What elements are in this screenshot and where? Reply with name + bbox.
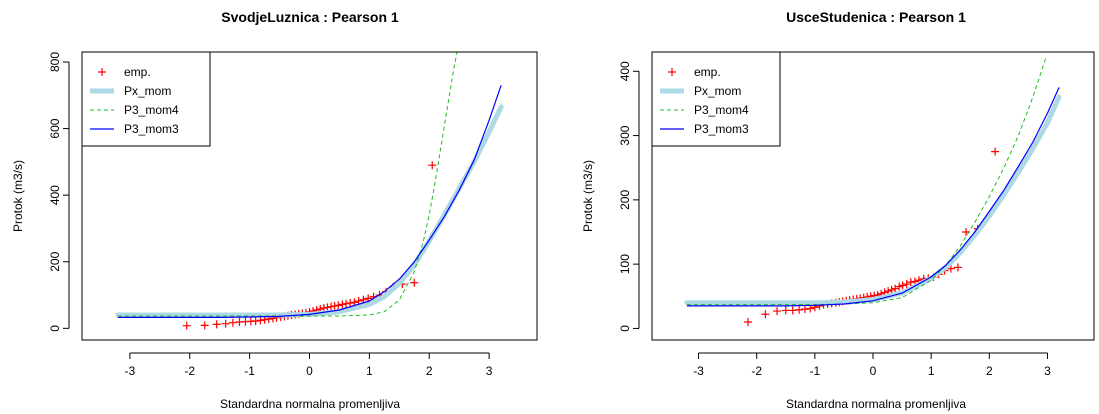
legend-box bbox=[81, 51, 211, 147]
legend-label: P3_mom4 bbox=[694, 103, 749, 117]
data-point bbox=[761, 310, 770, 319]
plot-frame bbox=[81, 51, 538, 341]
legend-symbol bbox=[668, 68, 676, 76]
data-point bbox=[212, 320, 221, 329]
data-point bbox=[946, 264, 955, 273]
y-axis-label: Protok (m3/s) bbox=[581, 160, 595, 232]
data-point bbox=[334, 301, 343, 310]
x-tick-label: -1 bbox=[810, 364, 821, 378]
data-point bbox=[221, 319, 230, 328]
data-point bbox=[251, 317, 260, 326]
x-tick-label: 3 bbox=[1044, 364, 1051, 378]
y-tick-label: 0 bbox=[48, 325, 62, 332]
data-point bbox=[898, 281, 907, 290]
data-point bbox=[256, 316, 265, 325]
y-tick-label: 400 bbox=[48, 185, 62, 205]
chart-panel-2: UsceStudenica : Pearson 1 -3 -2 -1 0 1 2 3 0 100… bbox=[581, 9, 1095, 411]
data-point bbox=[228, 318, 237, 327]
x-tick-label: 2 bbox=[426, 364, 433, 378]
x-tick-label: -1 bbox=[244, 364, 255, 378]
data-point bbox=[346, 299, 355, 308]
x-tick-label: 3 bbox=[486, 364, 493, 378]
x-tick-label: 1 bbox=[928, 364, 935, 378]
x-tick-label: 0 bbox=[870, 364, 877, 378]
x-tick-label: -3 bbox=[125, 364, 136, 378]
y-tick-label: 100 bbox=[618, 254, 632, 274]
data-point bbox=[323, 303, 332, 312]
data-point bbox=[891, 284, 900, 293]
data-point bbox=[342, 299, 351, 308]
legend-symbol bbox=[98, 68, 106, 76]
data-point bbox=[906, 278, 915, 287]
data-point bbox=[743, 318, 752, 326]
chart-title: UsceStudenica : Pearson 1 bbox=[786, 9, 966, 25]
data-point bbox=[200, 321, 209, 330]
data-point bbox=[991, 147, 1000, 156]
legend-box bbox=[651, 51, 781, 147]
data-point bbox=[887, 285, 896, 294]
y-tick-label: 800 bbox=[48, 52, 62, 72]
series-line bbox=[117, 85, 502, 318]
data-point bbox=[902, 280, 911, 289]
plot-frame bbox=[651, 51, 1095, 341]
x-tick-label: 1 bbox=[366, 364, 373, 378]
legend-label: emp. bbox=[694, 65, 721, 79]
data-point bbox=[781, 306, 790, 315]
legend-label: P3_mom3 bbox=[124, 122, 179, 136]
data-point bbox=[410, 278, 419, 287]
y-tick-label: 200 bbox=[618, 190, 632, 210]
data-point bbox=[327, 302, 336, 311]
x-tick-label: 2 bbox=[986, 364, 993, 378]
plot-area: -3 -2 -1 0 1 2 3 0 200 400 600 800 emp. Px_mom P3_mom4… bbox=[48, 51, 538, 378]
y-tick-label: 400 bbox=[618, 61, 632, 81]
data-point bbox=[428, 161, 437, 170]
data-point bbox=[182, 321, 191, 330]
x-tick-label: -2 bbox=[184, 364, 195, 378]
x-axis-label: Standardna normalna promenljiva bbox=[220, 397, 400, 411]
x-tick-label: 0 bbox=[306, 364, 313, 378]
data-point bbox=[895, 282, 904, 291]
legend-label: Px_mom bbox=[124, 84, 171, 98]
y-tick-label: 0 bbox=[618, 325, 632, 332]
chart-panel-1: SvodjeLuznica : Pearson 1 -3 -2 -1 0 1 2 3 0 200… bbox=[11, 9, 538, 411]
data-point bbox=[800, 305, 809, 314]
data-point bbox=[795, 305, 804, 314]
chart-title: SvodjeLuznica : Pearson 1 bbox=[221, 9, 399, 25]
series-line bbox=[686, 58, 1047, 306]
legend-label: P3_mom4 bbox=[124, 103, 179, 117]
x-tick-label: -3 bbox=[693, 364, 704, 378]
x-tick-label: -2 bbox=[751, 364, 762, 378]
legend-label: Px_mom bbox=[694, 84, 741, 98]
legend-label: emp. bbox=[124, 65, 151, 79]
data-point bbox=[953, 263, 962, 272]
y-tick-label: 300 bbox=[618, 125, 632, 145]
y-tick-label: 600 bbox=[48, 118, 62, 138]
y-axis-label: Protok (m3/s) bbox=[11, 160, 25, 232]
data-point bbox=[788, 306, 797, 315]
series-line bbox=[686, 87, 1060, 307]
data-point bbox=[338, 300, 347, 309]
x-axis-label: Standardna normalna promenljiva bbox=[786, 397, 966, 411]
data-point bbox=[330, 302, 339, 311]
y-tick-label: 200 bbox=[48, 251, 62, 271]
plot-area: -3 -2 -1 0 1 2 3 0 100 200 300 400 emp. Px_mom P3_mom4… bbox=[618, 51, 1095, 378]
legend-label: P3_mom3 bbox=[694, 122, 749, 136]
data-point bbox=[773, 307, 782, 316]
